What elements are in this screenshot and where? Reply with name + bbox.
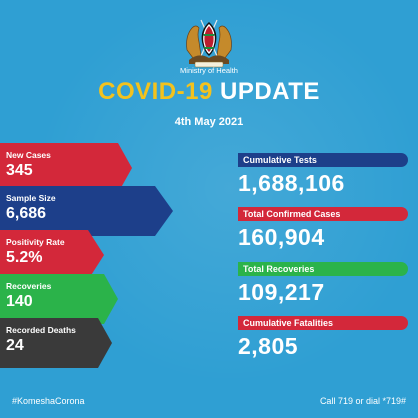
ministry-name: Ministry of Health — [180, 66, 238, 75]
cumulative-tests: Cumulative Tests 1,688,106 — [238, 153, 408, 197]
daily-card-new-cases: New Cases 345 — [0, 143, 180, 193]
hashtag: #KomeshaCorona — [12, 396, 85, 406]
daily-value: 345 — [6, 162, 33, 179]
daily-card-sample-size: Sample Size 6,686 — [0, 186, 180, 236]
daily-label: Recorded Deaths — [6, 325, 76, 335]
title-update: UPDATE — [219, 78, 320, 105]
cumulative-value: 1,688,106 — [238, 170, 345, 196]
total-recoveries: Total Recoveries 109,217 — [238, 262, 408, 306]
daily-card-recoveries: Recoveries 140 — [0, 274, 180, 324]
cumulative-fatalities: Cumulative Fatalities 2,805 — [238, 316, 408, 360]
cumulative-label: Cumulative Tests — [238, 153, 408, 167]
total-confirmed-cases: Total Confirmed Cases 160,904 — [238, 207, 408, 251]
cumulative-value: 160,904 — [238, 224, 325, 250]
daily-value: 5.2% — [6, 249, 43, 266]
daily-label: Sample Size — [6, 193, 56, 203]
daily-value: 140 — [6, 293, 33, 310]
daily-value: 24 — [6, 337, 24, 354]
report-date: 4th May 2021 — [174, 116, 244, 128]
daily-value: 6,686 — [6, 205, 47, 222]
cumulative-value: 2,805 — [238, 333, 299, 359]
cumulative-label: Total Recoveries — [238, 262, 408, 276]
daily-card-positivity-rate: Positivity Rate 5.2% — [0, 230, 180, 280]
kenya-coat-of-arms-icon — [183, 12, 235, 68]
page-title: COVID-19 UPDATE — [0, 78, 418, 106]
daily-card-recorded-deaths: Recorded Deaths 24 — [0, 318, 180, 368]
daily-label: New Cases — [6, 150, 51, 160]
cumulative-label: Cumulative Fatalities — [238, 316, 408, 330]
cumulative-label: Total Confirmed Cases — [238, 207, 408, 221]
daily-label: Recoveries — [6, 281, 52, 291]
title-covid: COVID-19 — [98, 78, 213, 105]
hotline: Call 719 or dial *719# — [319, 396, 406, 406]
cumulative-value: 109,217 — [238, 279, 325, 305]
daily-label: Positivity Rate — [6, 237, 65, 247]
